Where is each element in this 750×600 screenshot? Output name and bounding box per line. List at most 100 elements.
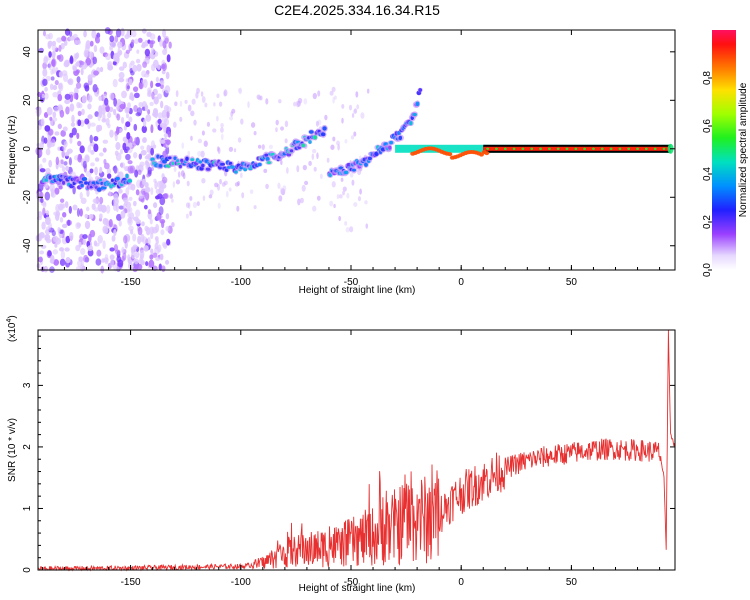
noise-point bbox=[249, 189, 254, 194]
noise-point bbox=[57, 104, 63, 111]
noise-point bbox=[159, 218, 166, 224]
noise-point bbox=[145, 261, 149, 267]
noise-point bbox=[128, 142, 133, 149]
noise-point bbox=[54, 80, 59, 86]
noise-point bbox=[76, 101, 81, 109]
noise-point bbox=[75, 61, 80, 67]
noise-point bbox=[128, 78, 133, 86]
noise-point bbox=[155, 76, 160, 83]
noise-point bbox=[143, 245, 149, 252]
trace-point bbox=[389, 140, 394, 145]
noise-point bbox=[141, 221, 145, 227]
snr-series-line bbox=[37, 329, 676, 572]
noise-point bbox=[159, 196, 166, 206]
noise-point bbox=[280, 160, 283, 165]
noise-point bbox=[208, 194, 213, 199]
carrier-marker bbox=[583, 147, 587, 150]
noise-point bbox=[135, 209, 141, 217]
noise-point bbox=[324, 114, 328, 121]
scattered-spectral-points bbox=[35, 27, 370, 274]
noise-point bbox=[105, 117, 110, 126]
spectrogram-y-ticks: -40 -20 0 20 40 bbox=[22, 46, 675, 253]
noise-point bbox=[312, 205, 317, 212]
noise-point bbox=[93, 143, 99, 153]
noise-point bbox=[117, 259, 124, 268]
noise-point bbox=[164, 85, 171, 94]
carrier-marker bbox=[547, 147, 551, 150]
noise-point bbox=[109, 247, 115, 252]
noise-point bbox=[150, 187, 154, 196]
noise-point bbox=[112, 53, 119, 63]
noise-point bbox=[43, 265, 49, 273]
noise-point bbox=[228, 187, 232, 192]
noise-point bbox=[304, 180, 309, 186]
noise-point bbox=[317, 90, 321, 97]
noise-point bbox=[237, 137, 242, 143]
snr-y-tick-label: 0 bbox=[22, 567, 33, 573]
noise-point bbox=[65, 151, 70, 156]
trace-point bbox=[265, 156, 270, 162]
noise-point bbox=[80, 197, 87, 205]
noise-point bbox=[311, 153, 315, 160]
noise-point bbox=[95, 258, 102, 266]
noise-point bbox=[131, 251, 136, 259]
trace-point bbox=[322, 126, 327, 131]
noise-point bbox=[152, 202, 158, 209]
carrier-marker bbox=[636, 147, 639, 150]
noise-point bbox=[141, 79, 146, 84]
noise-point bbox=[60, 130, 66, 137]
noise-point bbox=[121, 90, 127, 99]
noise-point bbox=[340, 177, 344, 182]
noise-point bbox=[350, 135, 355, 140]
noise-point bbox=[107, 111, 112, 119]
noise-point bbox=[99, 66, 104, 73]
noise-point bbox=[296, 165, 300, 173]
noise-point bbox=[85, 206, 90, 212]
noise-point bbox=[104, 253, 109, 262]
noise-point bbox=[76, 208, 81, 217]
noise-point bbox=[351, 179, 355, 186]
noise-point bbox=[122, 61, 127, 69]
noise-point bbox=[52, 50, 56, 58]
noise-point bbox=[203, 140, 208, 147]
noise-point bbox=[72, 185, 76, 195]
noise-point bbox=[153, 96, 159, 105]
noise-point bbox=[344, 221, 348, 226]
noise-point bbox=[155, 256, 161, 262]
noise-point bbox=[102, 240, 106, 250]
noise-point bbox=[201, 130, 205, 136]
noise-point bbox=[95, 36, 101, 44]
noise-point bbox=[193, 119, 197, 126]
noise-point bbox=[128, 207, 133, 213]
noise-point bbox=[55, 156, 60, 166]
noise-point bbox=[87, 74, 93, 82]
noise-point bbox=[345, 227, 350, 233]
noise-point bbox=[278, 99, 282, 104]
noise-point bbox=[42, 68, 48, 77]
noise-point bbox=[125, 82, 130, 92]
noise-point bbox=[73, 92, 78, 100]
noise-point bbox=[106, 167, 112, 176]
noise-point bbox=[81, 95, 87, 104]
noise-point bbox=[78, 241, 82, 248]
trace-point bbox=[418, 88, 423, 92]
noise-point bbox=[109, 35, 115, 43]
noise-point bbox=[164, 37, 169, 44]
noise-point bbox=[92, 84, 98, 93]
noise-point bbox=[106, 173, 112, 179]
noise-point bbox=[149, 40, 154, 49]
noise-point bbox=[60, 159, 64, 165]
noise-point bbox=[236, 205, 240, 212]
noise-point bbox=[135, 219, 142, 225]
spectrogram-x-label: Height of straight line (km) bbox=[299, 285, 416, 296]
noise-point bbox=[64, 247, 70, 252]
noise-point bbox=[341, 117, 344, 124]
noise-point bbox=[146, 144, 151, 153]
noise-point bbox=[147, 209, 152, 215]
noise-point bbox=[216, 146, 220, 152]
noise-point bbox=[72, 33, 78, 39]
noise-point bbox=[94, 242, 100, 247]
noise-point bbox=[77, 119, 82, 127]
noise-point bbox=[83, 254, 89, 263]
noise-point bbox=[280, 126, 285, 131]
